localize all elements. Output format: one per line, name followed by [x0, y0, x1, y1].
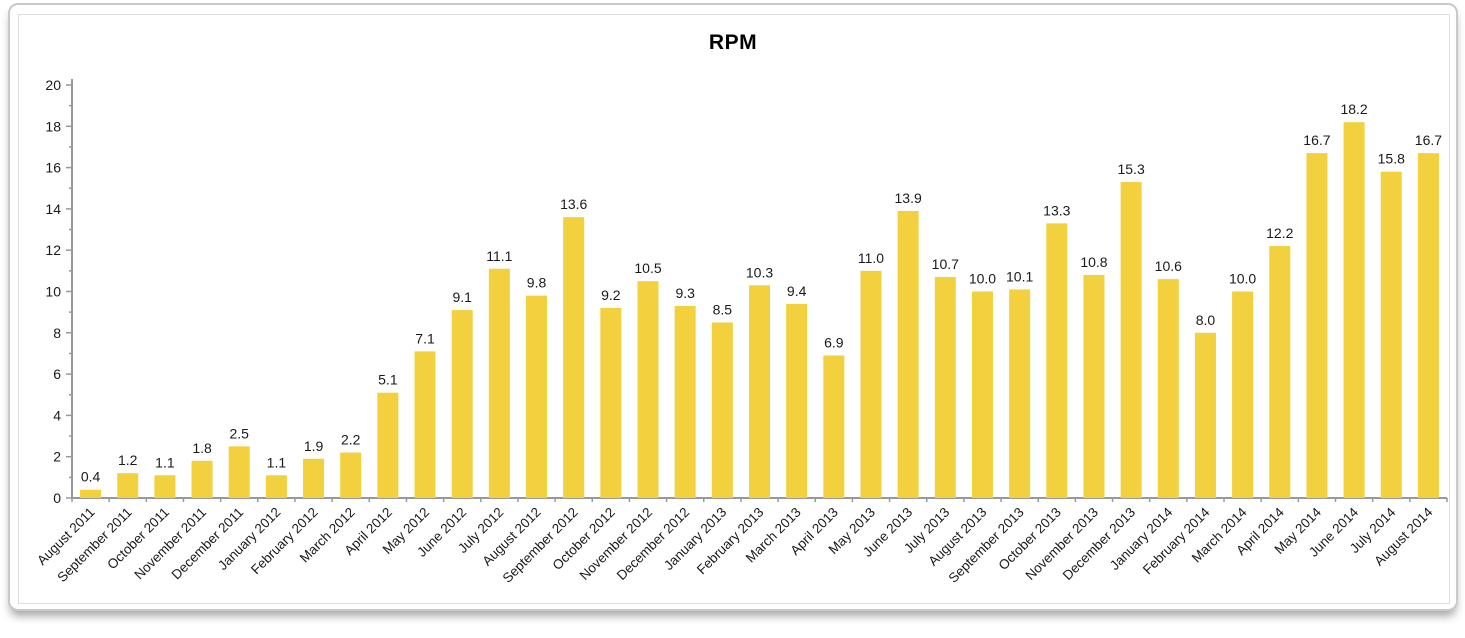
bar-value-label: 2.2	[341, 432, 361, 448]
chart-frame: 0 2 4 6 8 10 12 14 16 18 20 0.4 August 2011 1.2 Septem…	[18, 14, 1450, 604]
bar	[1306, 153, 1328, 498]
bar-value-label: 18.2	[1340, 101, 1367, 117]
y-tick-label: 20	[45, 77, 61, 93]
bar	[1046, 223, 1068, 499]
bar-value-label: 15.8	[1378, 151, 1405, 167]
bar	[265, 475, 287, 498]
bar-value-label: 1.1	[155, 454, 175, 470]
bar-value-label: 10.3	[746, 264, 773, 280]
y-tick-label: 4	[53, 407, 61, 423]
bar-value-label: 1.2	[118, 452, 138, 468]
bar-value-label: 13.6	[560, 196, 587, 212]
bar	[674, 305, 696, 498]
bar	[637, 281, 659, 498]
bar	[786, 303, 808, 498]
bar-value-label: 10.0	[1229, 271, 1256, 287]
bar	[897, 210, 919, 498]
bar-value-label: 15.3	[1117, 161, 1144, 177]
bar	[1157, 279, 1179, 498]
bar	[340, 452, 362, 498]
bar	[563, 217, 585, 498]
bar	[1343, 122, 1365, 499]
bar-value-label: 10.0	[969, 271, 996, 287]
bar-value-label: 16.7	[1303, 132, 1330, 148]
bar	[228, 446, 250, 498]
bar	[526, 295, 548, 498]
bar-value-label: 16.7	[1415, 132, 1442, 148]
bar-value-label: 9.4	[787, 283, 807, 299]
bar-value-label: 12.2	[1266, 225, 1293, 241]
chart-card: RPM 0 2 4 6 8 10 12 14 16 18 20 0.4 August 2011 1.2 Se…	[8, 3, 1458, 611]
bar-value-label: 6.9	[824, 335, 844, 351]
bar-value-label: 10.6	[1155, 258, 1182, 274]
bar	[600, 308, 622, 498]
bar-value-label: 9.3	[675, 285, 695, 301]
bar-value-label: 2.5	[229, 425, 249, 441]
bar	[488, 268, 510, 498]
bar-value-label: 10.7	[932, 256, 959, 272]
bar-value-label: 10.5	[634, 260, 661, 276]
bar	[1194, 332, 1216, 498]
bar	[971, 291, 993, 498]
bar-value-label: 8.5	[713, 301, 733, 317]
bar	[711, 322, 733, 498]
bar	[1083, 274, 1105, 498]
bar	[377, 392, 399, 498]
y-tick-label: 14	[45, 201, 61, 217]
chart-title: RPM	[708, 31, 758, 54]
y-tick-label: 2	[53, 449, 61, 465]
y-tick-label: 16	[45, 160, 61, 176]
bar	[451, 310, 473, 498]
bar	[1417, 153, 1439, 498]
bar-value-label: 11.0	[858, 250, 884, 266]
bar-value-label: 0.4	[81, 469, 101, 485]
bar-value-label: 9.2	[601, 287, 621, 303]
bar-value-label: 7.1	[415, 330, 435, 346]
bar	[1380, 171, 1402, 499]
bar-value-label: 9.8	[527, 275, 547, 291]
bar	[823, 355, 845, 498]
bar	[1232, 291, 1254, 498]
y-tick-label: 18	[45, 118, 61, 134]
bar	[1269, 246, 1291, 498]
y-tick-label: 10	[45, 284, 61, 300]
bar	[80, 489, 102, 498]
bar-value-label: 9.1	[452, 289, 472, 305]
bar-value-label: 1.1	[267, 454, 287, 470]
bar	[1120, 182, 1142, 498]
y-tick-label: 0	[53, 490, 61, 506]
y-tick-label: 12	[45, 242, 61, 258]
bar	[154, 475, 176, 498]
y-tick-label: 8	[53, 325, 61, 341]
bar	[860, 270, 882, 498]
bar-value-label: 1.9	[304, 438, 324, 454]
bar	[191, 460, 213, 498]
bar	[934, 277, 956, 498]
bar-value-label: 11.1	[486, 248, 512, 264]
bar	[117, 473, 139, 498]
bar-value-label: 13.9	[895, 190, 922, 206]
bar	[414, 351, 436, 498]
bar-value-label: 5.1	[378, 372, 398, 388]
bar	[1009, 289, 1031, 498]
bar	[749, 285, 770, 498]
bar-value-label: 1.8	[192, 440, 212, 456]
bar-value-label: 8.0	[1196, 312, 1216, 328]
bar	[303, 458, 325, 498]
bar-value-label: 13.3	[1043, 202, 1070, 218]
y-tick-label: 6	[53, 366, 61, 382]
bar-value-label: 10.8	[1080, 254, 1107, 270]
bar-value-label: 10.1	[1006, 268, 1033, 284]
